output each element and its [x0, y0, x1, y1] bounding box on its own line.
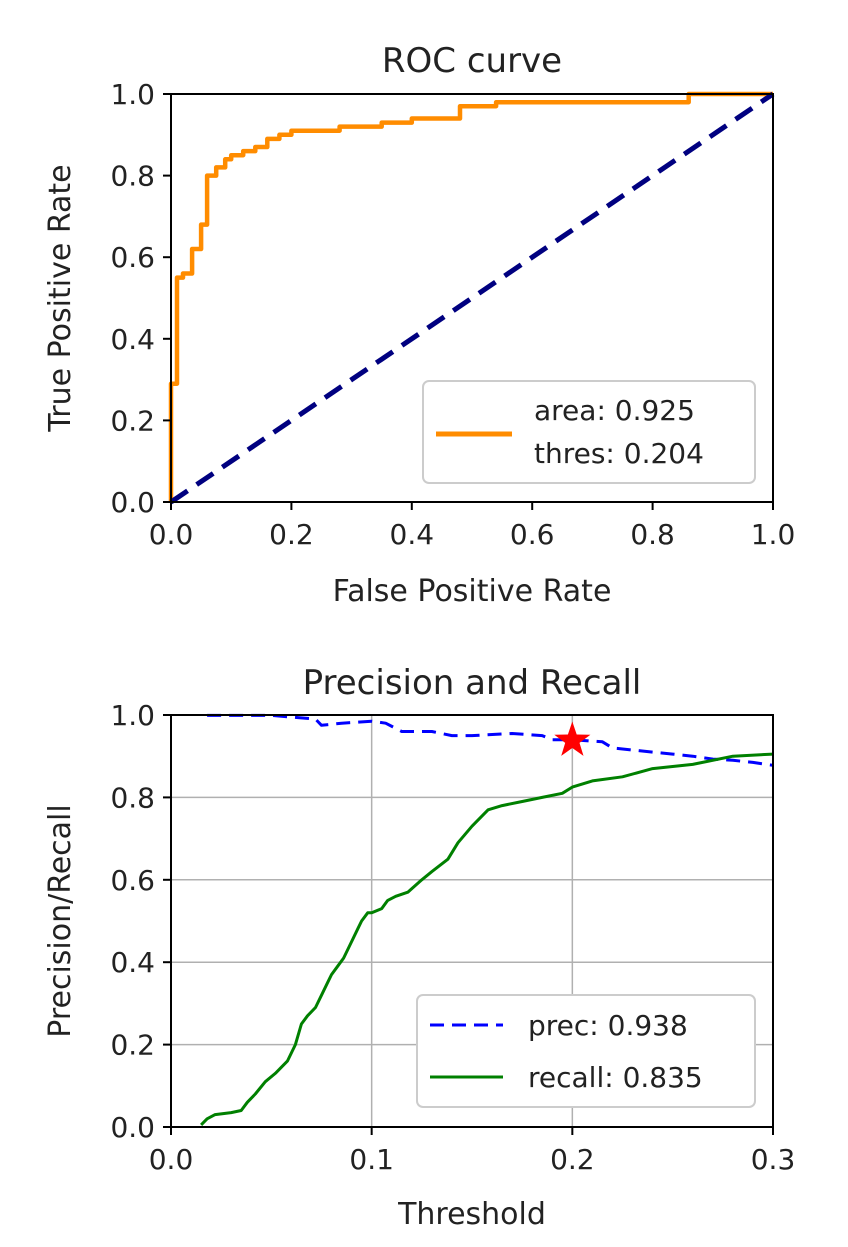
pr-star-marker [554, 721, 591, 756]
pr-legend-recall-label: recall: 0.835 [528, 1061, 703, 1094]
pr-plot-frame [170, 714, 774, 1128]
roc-xtick-label: 0.6 [510, 518, 555, 551]
roc-legend-label-1: area: 0.925 [534, 394, 695, 427]
roc-series-layer [168, 91, 775, 505]
roc-xtick-label: 0.4 [390, 518, 435, 551]
roc-plot-frame [170, 93, 774, 503]
pr-xtick-label: 0.0 [149, 1143, 194, 1176]
pr-ticks: 0.0 0.1 0.2 0.3 0.0 0.2 0.4 0.6 0.8 1.0 [110, 699, 795, 1176]
roc-title: ROC curve [382, 41, 562, 81]
roc-ytick-label: 0.0 [110, 486, 155, 519]
pr-xlabel: Threshold [397, 1197, 546, 1232]
roc-ytick-label: 0.2 [110, 404, 155, 437]
roc-ticks: 0.0 0.2 0.4 0.6 0.8 1.0 0.0 0.2 0.4 0.6 0.8 1.0 [110, 78, 795, 551]
roc-xlabel: False Positive Rate [333, 574, 612, 609]
roc-legend-label-2: thres: 0.204 [534, 437, 704, 470]
pr-ylabel: Precision/Recall [43, 804, 78, 1037]
roc-chart: ROC curve 0.0 0.2 0.4 0.6 0.8 1.0 0.0 0.2 0.4 0.6… [43, 41, 795, 609]
roc-xtick-label: 0.8 [630, 518, 675, 551]
pr-ytick-label: 0.0 [110, 1111, 155, 1144]
pr-legend: prec: 0.938 recall: 0.835 [416, 994, 756, 1108]
pr-ytick-label: 0.2 [110, 1029, 155, 1062]
pr-series-layer [200, 713, 774, 1126]
roc-legend-box [422, 380, 756, 484]
pr-xtick-label: 0.1 [349, 1143, 394, 1176]
roc-legend: area: 0.925 thres: 0.204 [422, 380, 756, 484]
pr-legend-prec-label: prec: 0.938 [528, 1009, 688, 1042]
pr-title: Precision and Recall [303, 663, 642, 703]
roc-series-area-line [168, 91, 773, 502]
pr-chart: Precision and Recall 0.0 0.1 0.2 0.30.00.20… [43, 663, 795, 1232]
pr-ytick-label: 0.6 [110, 864, 155, 897]
pr-ytick-label: 1.0 [110, 699, 155, 732]
roc-ylabel: True Positive Rate [43, 164, 78, 432]
pr-legend-box [416, 994, 756, 1108]
roc-xtick-label: 0.2 [269, 518, 314, 551]
roc-ytick-label: 1.0 [110, 78, 155, 111]
pr-xtick-label: 0.2 [550, 1143, 595, 1176]
roc-ytick-label: 0.4 [110, 323, 155, 356]
pr-series-prec-line [207, 713, 774, 767]
pr-ytick-label: 0.4 [110, 946, 155, 979]
pr-xtick-label: 0.3 [751, 1143, 796, 1176]
pr-ytick-label: 0.8 [110, 781, 155, 814]
roc-ytick-label: 0.6 [110, 241, 155, 274]
roc-series-chance-line [169, 91, 775, 505]
roc-ytick-label: 0.8 [110, 160, 155, 193]
roc-xtick-label: 1.0 [751, 518, 796, 551]
pr-series-recall-line [200, 752, 774, 1126]
roc-xtick-label: 0.0 [149, 518, 194, 551]
